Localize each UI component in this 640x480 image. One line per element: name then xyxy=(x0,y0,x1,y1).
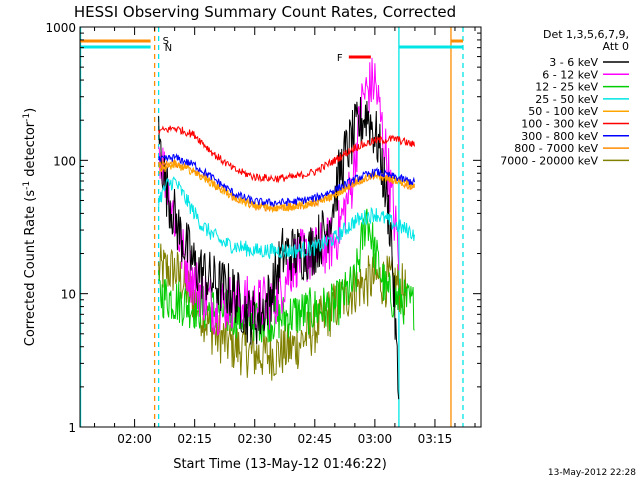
legend-title: Det 1,3,5,6,7,9, xyxy=(543,28,629,41)
legend-label-3: 25 - 50 keV xyxy=(535,93,598,106)
y-tick-label-1: 10 xyxy=(61,288,76,302)
y-tick-label-0: 1 xyxy=(68,421,76,435)
legend-label-1: 6 - 12 keV xyxy=(542,68,598,81)
footer-date: 13-May-2012 22:28 xyxy=(548,468,636,478)
legend-label-7: 800 - 7000 keV xyxy=(514,142,598,155)
plot-frame xyxy=(79,26,482,428)
legend-label-4: 50 - 100 keV xyxy=(528,105,598,118)
plot-area: SN F xyxy=(79,27,464,427)
legend-label-0: 3 - 6 keV xyxy=(549,56,598,69)
series-line-0 xyxy=(158,96,400,400)
legend-subtitle: Att 0 xyxy=(603,40,629,53)
y-tick-label-2: 100 xyxy=(53,154,76,168)
series-line-3 xyxy=(158,176,415,260)
series-layer xyxy=(158,57,415,400)
x-tick-label-1: 02:15 xyxy=(177,432,212,446)
x-tick-label-2: 02:30 xyxy=(237,432,272,446)
series-line-5 xyxy=(158,125,415,184)
x-tick-label-3: 02:45 xyxy=(298,432,333,446)
chart-title: HESSI Observing Summary Count Rates, Cor… xyxy=(74,3,456,21)
f-flare-label: F xyxy=(337,53,343,64)
legend-label-6: 300 - 800 keV xyxy=(521,130,598,143)
y-tick-label-3: 1000 xyxy=(45,21,76,35)
x-tick-label-0: 02:00 xyxy=(117,432,152,446)
x-axis-label: Start Time (13-May-12 01:46:22) xyxy=(173,457,387,472)
legend-label-5: 100 - 300 keV xyxy=(521,118,598,131)
y-axis-label: Corrected Count Rate (s-1 detector-1) xyxy=(22,108,38,346)
x-tick-label-4: 03:00 xyxy=(358,432,393,446)
x-tick-label-5: 03:15 xyxy=(418,432,453,446)
axes-layer: 02:00 02:15 02:30 02:45 03:00 03:15 1 10 100 1000 xyxy=(45,21,481,446)
legend-label-8: 7000 - 20000 keV xyxy=(500,154,598,167)
s-marker-label: S xyxy=(163,36,169,47)
legend-label-2: 12 - 25 keV xyxy=(535,81,598,94)
series-line-6 xyxy=(158,152,415,207)
markers-layer: SN F xyxy=(80,36,463,64)
n-marker-label: N xyxy=(165,43,172,54)
